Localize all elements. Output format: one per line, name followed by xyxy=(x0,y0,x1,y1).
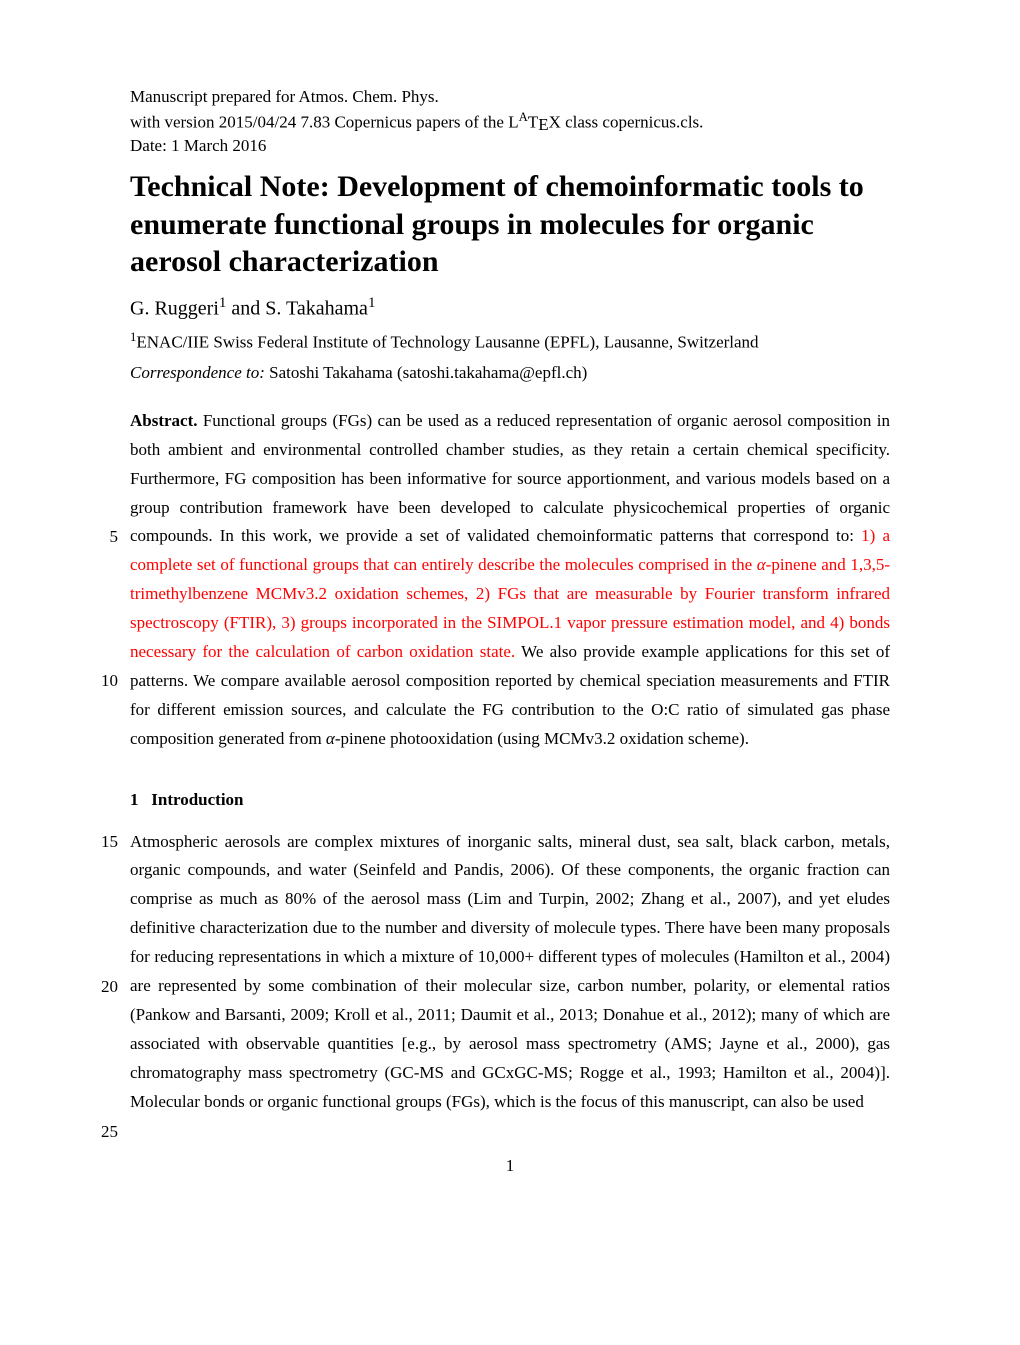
manuscript-line-1: Manuscript prepared for Atmos. Chem. Phy… xyxy=(130,85,890,109)
manuscript-info: Manuscript prepared for Atmos. Chem. Phy… xyxy=(130,85,890,158)
abstract-alpha-2: α xyxy=(326,729,335,748)
latex-t: T xyxy=(528,112,538,131)
section-1-title: Introduction xyxy=(151,790,243,809)
introduction-text: Atmospheric aerosols are complex mixture… xyxy=(130,832,890,1111)
abstract-alpha-1: α xyxy=(757,555,766,574)
authors-and: and xyxy=(226,297,265,319)
abstract-part-1: Functional groups (FGs) can be used as a… xyxy=(130,411,890,546)
manuscript-line-2: with version 2015/04/24 7.83 Copernicus … xyxy=(130,109,890,134)
section-1-heading: 1 Introduction xyxy=(130,790,890,810)
correspondence-label: Correspondence to: xyxy=(130,363,265,382)
latex-x: X class copernicus.cls. xyxy=(549,112,704,131)
affiliation: 1ENAC/IIE Swiss Federal Institute of Tec… xyxy=(130,330,890,353)
correspondence: Correspondence to: Satoshi Takahama (sat… xyxy=(130,363,890,383)
manuscript-line-2-pre: with version 2015/04/24 7.83 Copernicus … xyxy=(130,112,519,131)
manuscript-line-3: Date: 1 March 2016 xyxy=(130,134,890,158)
correspondence-text: Satoshi Takahama (satoshi.takahama@epfl.… xyxy=(265,363,587,382)
line-number-20: 20 xyxy=(78,973,118,1002)
latex-e: E xyxy=(538,115,548,134)
page-container: Manuscript prepared for Atmos. Chem. Phy… xyxy=(0,0,1020,1236)
abstract-part-3: -pinene photooxidation (using MCMv3.2 ox… xyxy=(335,729,749,748)
line-number-10: 10 xyxy=(78,667,118,696)
line-number-25: 25 xyxy=(78,1118,118,1147)
section-1-number: 1 xyxy=(130,790,139,809)
line-number-5: 5 xyxy=(78,523,118,552)
author-1-name: G. Ruggeri xyxy=(130,297,219,319)
abstract-label: Abstract. xyxy=(130,411,198,430)
latex-a: A xyxy=(519,110,528,124)
author-2-sup: 1 xyxy=(368,295,376,311)
introduction-paragraph: 15 20 25 Atmospheric aerosols are comple… xyxy=(130,828,890,1117)
author-2-name: S. Takahama xyxy=(265,297,368,319)
authors: G. Ruggeri1 and S. Takahama1 xyxy=(130,295,890,321)
abstract: 5 10 Abstract. Functional groups (FGs) c… xyxy=(130,407,890,754)
affiliation-text: ENAC/IIE Swiss Federal Institute of Tech… xyxy=(136,333,758,352)
page-number: 1 xyxy=(130,1156,890,1176)
paper-title: Technical Note: Development of chemoinfo… xyxy=(130,168,890,281)
line-number-15: 15 xyxy=(78,828,118,857)
